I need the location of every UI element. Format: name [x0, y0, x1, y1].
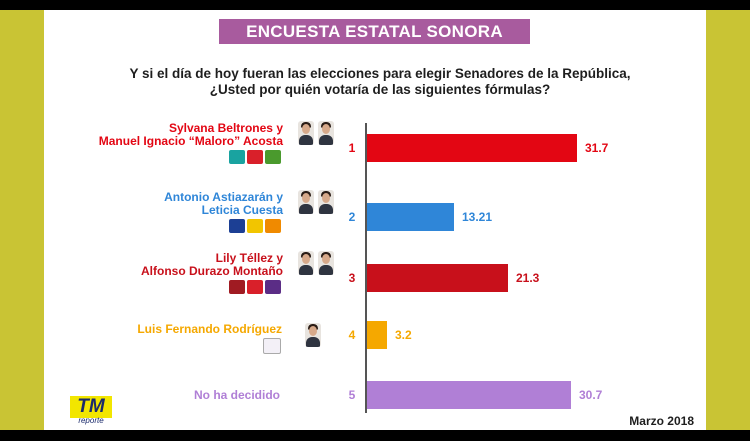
candidate-name-3: Lily Téllez y Alfonso Durazo Montaño	[13, 252, 283, 278]
pt-logo	[247, 280, 263, 294]
bar-3	[366, 264, 508, 292]
candidate-name-2: Antonio Astiazarán y Leticia Cuesta	[13, 191, 283, 217]
question-line-2: ¿Usted por quién votaría de las siguient…	[209, 82, 551, 97]
bar-5	[366, 381, 571, 409]
bar-value-label: 3.2	[395, 328, 412, 342]
candidate-name-line-1: Sylvana Beltrones y	[168, 121, 283, 135]
tm-reporte-logo: TM reporte	[70, 396, 112, 426]
bar-4	[366, 321, 387, 349]
rank-label: 1	[348, 141, 356, 155]
candidate-photo	[318, 190, 334, 214]
candidate-photo	[305, 323, 321, 347]
bar-value-label: 30.7	[579, 388, 603, 402]
rank-label: 2	[348, 210, 356, 224]
candidate-name-5: No ha decidido	[10, 389, 280, 402]
logo-text: TM	[70, 396, 112, 418]
pes-logo	[265, 280, 281, 294]
candidate-name-line-1: Lily Téllez y	[215, 251, 283, 265]
prd-logo	[247, 219, 263, 233]
mc-logo	[265, 219, 281, 233]
question-line-1: Y si el día de hoy fueran las elecciones…	[129, 66, 631, 81]
candidate-name-line-2: Alfonso Durazo Montaño	[141, 264, 283, 278]
candidate-name-line-2: Leticia Cuesta	[201, 203, 283, 217]
pvem-panal-logo	[229, 150, 245, 164]
candidate-photo	[318, 121, 334, 145]
bar-value-label: 13.21	[462, 210, 493, 224]
candidate-photo	[298, 251, 314, 275]
pri-logo	[247, 150, 263, 164]
candidate-name-line-1: No ha decidido	[193, 388, 280, 402]
candidate-photo	[318, 251, 334, 275]
candidate-name-4: Luis Fernando Rodríguez	[12, 323, 282, 336]
independiente-logo	[263, 338, 281, 354]
survey-question: Y si el día de hoy fueran las elecciones…	[90, 66, 670, 98]
candidate-photo	[298, 190, 314, 214]
logo-subtext: reporte	[78, 416, 104, 425]
morena-logo	[229, 280, 245, 294]
pan-logo	[229, 219, 245, 233]
candidate-photo	[298, 121, 314, 145]
candidate-name-line-2: Manuel Ignacio “Maloro” Acosta	[98, 134, 283, 148]
rank-label: 4	[348, 328, 356, 342]
candidate-name-line-1: Antonio Astiazarán y	[164, 190, 283, 204]
bar-1	[366, 134, 577, 162]
candidate-name-1: Sylvana Beltrones y Manuel Ignacio “Malor…	[13, 122, 283, 148]
rank-label: 3	[348, 271, 356, 285]
page-title: ENCUESTA ESTATAL SONORA	[219, 19, 530, 44]
survey-date: Marzo 2018	[629, 414, 694, 428]
candidate-name-line-1: Luis Fernando Rodríguez	[137, 322, 282, 336]
bar-2	[366, 203, 454, 231]
bar-value-label: 21.3	[516, 271, 540, 285]
bar-value-label: 31.7	[585, 141, 609, 155]
rank-label: 5	[348, 388, 356, 402]
chart-axis-line	[365, 123, 367, 413]
verde-logo	[265, 150, 281, 164]
